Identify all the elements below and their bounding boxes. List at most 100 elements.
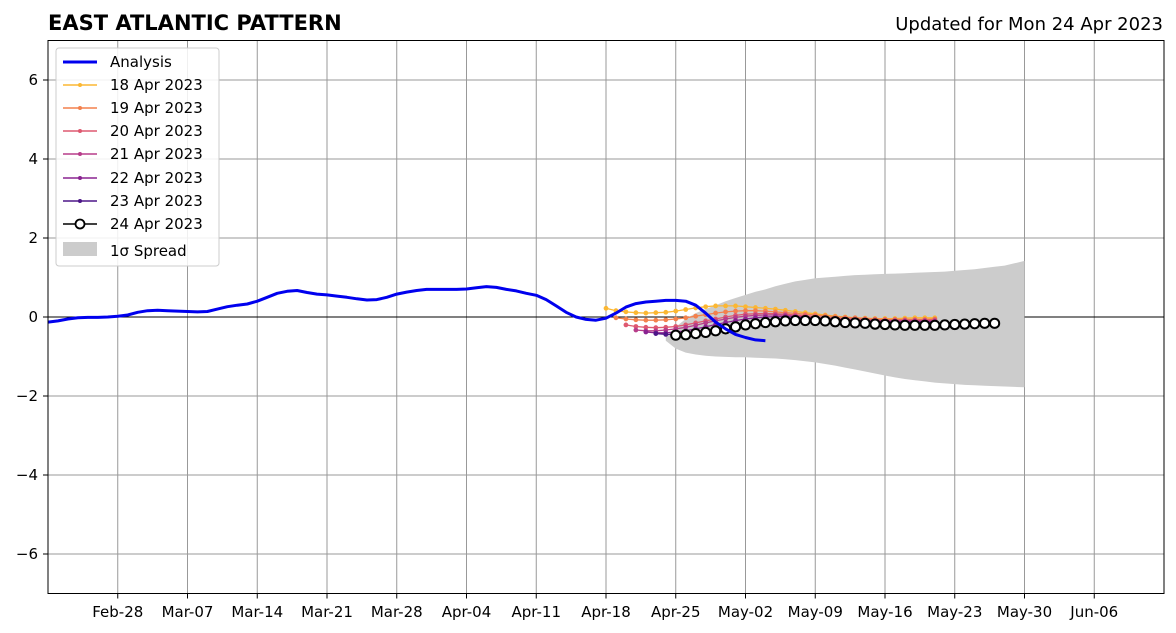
forecast-point — [680, 329, 692, 341]
forecast-point — [949, 318, 961, 331]
forecast-point — [979, 317, 991, 329]
x-tick-label: May-09 — [788, 603, 843, 621]
forecast-point — [643, 317, 649, 323]
x-tick-label: May-16 — [857, 603, 912, 621]
x-tick-label: May-02 — [718, 603, 773, 621]
x-tick-label: Mar-21 — [301, 603, 353, 621]
legend-label-24apr: 24 Apr 2023 — [110, 215, 203, 233]
forecast-point — [653, 317, 659, 323]
forecast-point — [643, 329, 649, 335]
analysis-line — [47, 285, 766, 343]
forecast-point — [749, 318, 762, 330]
forecast-point — [670, 329, 682, 341]
legend-label-spread: 1σ Spread — [110, 242, 187, 260]
forecast-point — [929, 319, 941, 331]
legend-marker-19apr — [78, 106, 82, 110]
plot-frame — [47, 40, 1165, 594]
forecast-point — [959, 318, 971, 330]
forecast-point — [623, 322, 629, 328]
forecast-point — [849, 317, 861, 329]
forecast-point — [623, 309, 629, 315]
forecast-point — [613, 315, 619, 321]
forecast-point — [909, 319, 921, 331]
chart-subtitle: Updated for Mon 24 Apr 2023 — [895, 14, 1163, 35]
forecast-point — [683, 307, 689, 312]
y-tick-label: −2 — [16, 387, 38, 405]
legend-marker-21apr — [78, 152, 82, 156]
x-tick-label: Mar-07 — [162, 603, 214, 621]
forecast-point — [879, 318, 891, 331]
forecast-point — [789, 314, 801, 327]
legend-marker-18apr — [78, 83, 82, 87]
forecast-point — [663, 309, 669, 315]
forecast-point — [673, 316, 679, 322]
legend-marker-23apr — [78, 199, 82, 203]
y-tick-label: 6 — [28, 71, 38, 89]
legend-label-23apr: 23 Apr 2023 — [110, 192, 203, 210]
forecast-point — [989, 317, 1001, 329]
forecast-point — [603, 305, 609, 311]
x-tick-label: Apr-04 — [442, 603, 492, 621]
forecast-point — [653, 331, 659, 336]
forecast-point — [739, 319, 752, 331]
legend-label-22apr: 22 Apr 2023 — [110, 169, 203, 187]
forecast-point — [623, 316, 629, 322]
forecast-point — [703, 320, 709, 326]
forecast-point — [713, 310, 719, 316]
forecast-point — [723, 303, 728, 309]
x-tick-label: May-23 — [927, 603, 982, 621]
forecast-point — [713, 303, 719, 309]
legend-swatch-spread — [63, 242, 97, 256]
forecast-point — [663, 317, 669, 323]
forecast-point — [869, 318, 881, 330]
forecast-point — [919, 319, 931, 331]
forecast-point — [733, 303, 738, 309]
y-axis: 6 4 2 0 −2 −4 −6 — [16, 71, 48, 563]
x-tick-label: May-30 — [997, 603, 1052, 621]
x-tick-label: Apr-25 — [651, 603, 701, 621]
forecast-point — [723, 309, 728, 315]
plot-area — [47, 260, 1025, 388]
y-tick-label: 2 — [28, 229, 38, 247]
legend-marker-24apr — [74, 218, 86, 230]
forecast-point — [729, 321, 742, 333]
forecast-point — [799, 314, 811, 327]
y-tick-label: −4 — [16, 466, 38, 484]
chart-title: EAST ATLANTIC PATTERN — [48, 11, 342, 35]
forecast-point — [733, 308, 738, 314]
legend-label-21apr: 21 Apr 2023 — [110, 145, 203, 163]
legend-marker-20apr — [78, 129, 82, 133]
legend: Analysis 18 Apr 2023 19 Apr 2023 20 Apr … — [55, 47, 220, 267]
y-tick-label: −6 — [16, 545, 38, 563]
forecast-point — [643, 310, 649, 316]
forecast-point — [673, 308, 679, 314]
legend-label-19apr: 19 Apr 2023 — [110, 99, 203, 117]
x-tick-label: Apr-11 — [512, 603, 562, 621]
x-axis: Feb-28 Mar-07 Mar-14 Mar-21 Mar-28 Apr-04 Apr-… — [92, 593, 1118, 621]
x-tick-label: Mar-14 — [231, 603, 283, 621]
forecast-point — [759, 316, 772, 329]
forecast-point — [633, 310, 639, 316]
forecast-point — [690, 327, 702, 340]
forecast-point — [683, 315, 689, 321]
forecast-point — [743, 304, 748, 310]
y-tick-label: 4 — [28, 150, 38, 168]
forecast-point — [829, 316, 841, 328]
x-tick-label: Feb-28 — [92, 603, 143, 621]
forecast-point — [633, 317, 639, 323]
forecast-point — [703, 304, 709, 310]
forecast-point — [710, 325, 722, 337]
legend-label-analysis: Analysis — [110, 53, 172, 71]
forecast-point — [819, 315, 831, 327]
forecast-point — [899, 319, 911, 331]
forecast-point — [939, 319, 951, 331]
forecast-point — [653, 310, 659, 316]
legend-marker-22apr — [78, 176, 82, 180]
x-tick-label: Jun-06 — [1069, 603, 1118, 621]
forecast-point — [809, 314, 821, 327]
legend-box — [55, 47, 220, 267]
y-tick-label: 0 — [28, 308, 38, 326]
forecast-point — [633, 327, 639, 333]
x-tick-label: Apr-18 — [581, 603, 631, 621]
